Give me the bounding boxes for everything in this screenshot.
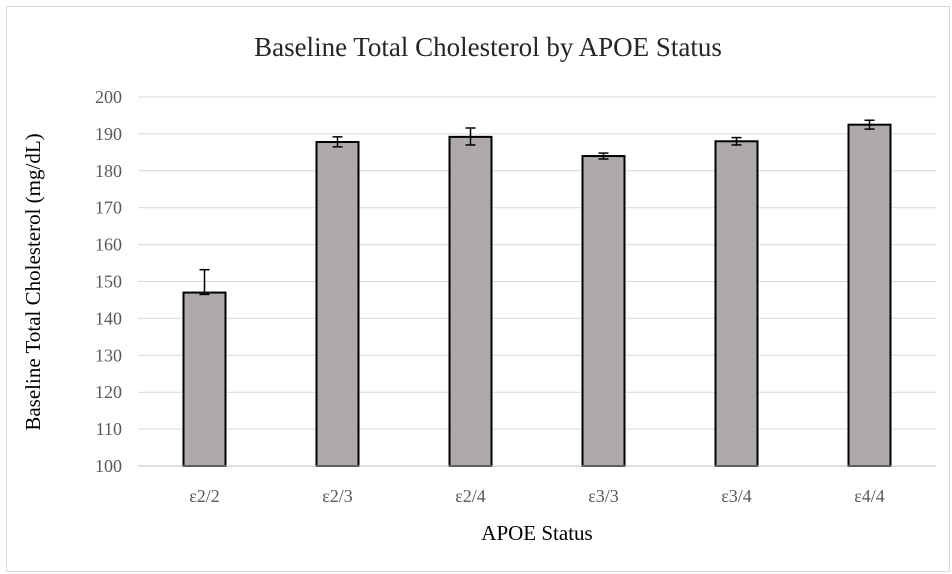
x-axis-categories: ε2/2 ε2/3 ε2/4 ε3/3 ε3/4 ε4/4 xyxy=(189,486,885,506)
bar xyxy=(182,291,227,467)
x-axis-title: APOE Status xyxy=(481,521,592,545)
x-category-label: ε3/4 xyxy=(721,486,752,506)
error-bar xyxy=(598,152,609,160)
error-bars xyxy=(199,119,875,296)
y-tick-label: 100 xyxy=(95,456,122,476)
x-category-label: ε3/3 xyxy=(588,486,619,506)
error-bar xyxy=(332,136,343,148)
error-bar xyxy=(864,119,875,130)
y-tick-label: 150 xyxy=(95,272,122,292)
x-category-label: ε4/4 xyxy=(854,486,885,506)
y-axis-title: Baseline Total Cholesterol (mg/dL) xyxy=(21,133,45,430)
y-tick-label: 110 xyxy=(96,419,122,439)
bar xyxy=(581,155,626,467)
x-category-label: ε2/2 xyxy=(189,486,220,506)
chart-title: Baseline Total Cholesterol by APOE Statu… xyxy=(254,32,722,62)
y-tick-label: 120 xyxy=(95,382,122,402)
y-tick-label: 180 xyxy=(95,161,122,181)
y-axis-ticks: 100 110 120 130 140 150 160 170 180 190 200 xyxy=(95,87,122,476)
bar xyxy=(714,140,759,467)
bar xyxy=(448,135,493,468)
error-bar xyxy=(465,127,476,146)
error-bar xyxy=(199,268,210,296)
y-tick-label: 130 xyxy=(95,345,122,365)
x-category-label: ε2/4 xyxy=(455,486,486,506)
y-tick-label: 200 xyxy=(95,87,122,107)
x-category-label: ε2/3 xyxy=(322,486,353,506)
gridlines xyxy=(138,96,936,430)
y-tick-label: 190 xyxy=(95,124,122,144)
bars xyxy=(182,123,892,468)
bar xyxy=(847,123,892,468)
y-tick-label: 170 xyxy=(95,198,122,218)
error-bar xyxy=(731,136,742,146)
bar xyxy=(315,141,360,467)
y-tick-label: 160 xyxy=(95,235,122,255)
y-tick-label: 140 xyxy=(95,308,122,328)
